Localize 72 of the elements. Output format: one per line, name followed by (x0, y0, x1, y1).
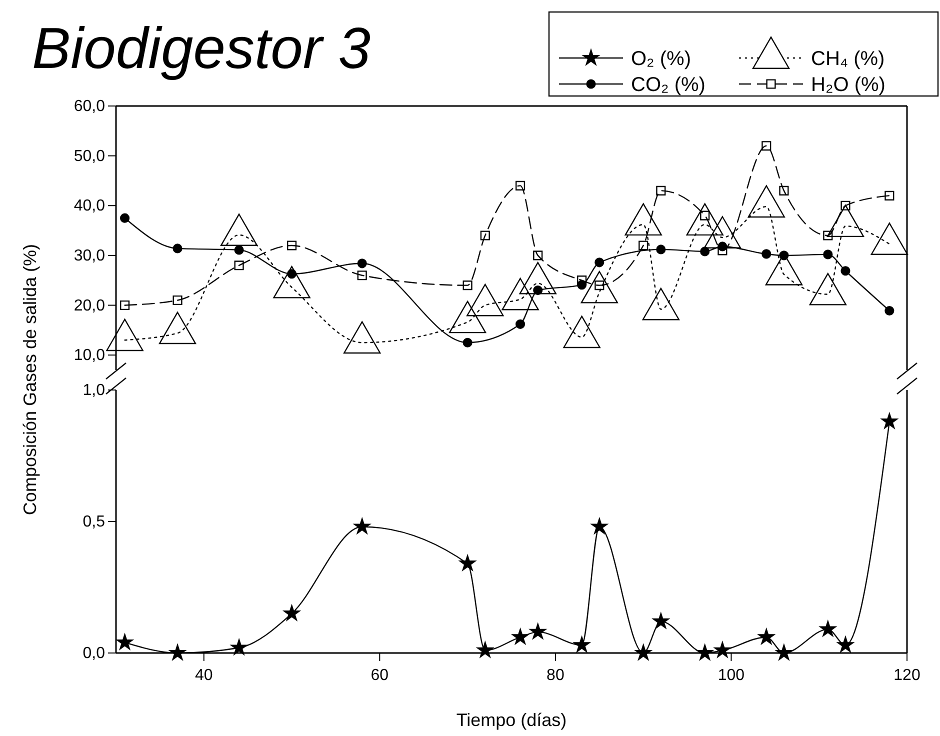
point (459, 555, 476, 571)
x-tick-label: 120 (894, 667, 920, 684)
point (172, 295, 182, 306)
point (776, 644, 792, 660)
point (477, 642, 494, 658)
x-tick-label: 80 (546, 667, 564, 684)
y-tick-label: 20,0 (74, 297, 106, 314)
chart-title: Biodigestor 3 (32, 16, 371, 81)
y-tick-label: 0,0 (82, 645, 106, 662)
x-tick-label: 40 (194, 667, 213, 684)
point (823, 230, 833, 240)
point (700, 246, 710, 256)
point (354, 518, 370, 534)
point (516, 180, 526, 190)
point (120, 213, 130, 223)
point (884, 190, 894, 200)
point (652, 612, 670, 628)
point (823, 250, 833, 260)
y-tick-label: 0,5 (82, 514, 106, 531)
point (286, 240, 297, 250)
y-tick-label: 30,0 (74, 248, 106, 265)
legend-label: O₂ (%) (631, 48, 691, 70)
point (656, 244, 666, 254)
y-tick-label: 50,0 (74, 148, 106, 165)
point (840, 266, 850, 276)
point (837, 636, 854, 652)
point (635, 644, 652, 660)
point (530, 623, 546, 639)
point (577, 276, 587, 286)
point (881, 413, 898, 429)
point (169, 644, 186, 660)
point (714, 642, 731, 658)
point (234, 260, 244, 270)
point (357, 258, 367, 268)
y-tick-label: 60,0 (74, 98, 106, 116)
point (462, 338, 472, 348)
point (779, 186, 789, 196)
point (762, 249, 772, 259)
point (696, 644, 713, 660)
point (758, 628, 774, 644)
point (284, 605, 300, 621)
point (462, 280, 472, 290)
point (840, 200, 850, 210)
point (230, 639, 248, 655)
point (820, 620, 836, 636)
point (234, 245, 244, 255)
y-tick-label: 40,0 (74, 198, 106, 215)
point (480, 230, 490, 240)
point (591, 518, 608, 534)
point (638, 240, 648, 250)
point (718, 246, 728, 256)
point (512, 628, 528, 644)
point (533, 250, 543, 260)
y-tick-label: 10,0 (74, 347, 106, 364)
point (357, 270, 367, 280)
point (656, 186, 666, 196)
point (116, 634, 133, 650)
legend-label: CO₂ (%) (631, 74, 706, 96)
legend-label: CH₄ (%) (811, 48, 885, 70)
x-tick-label: 60 (370, 667, 389, 684)
point (762, 141, 772, 151)
point (574, 636, 590, 652)
point (884, 306, 894, 316)
point (120, 300, 130, 310)
x-tick-label: 100 (718, 667, 745, 684)
x-axis-title: Tiempo (días) (456, 710, 567, 730)
point (516, 319, 526, 329)
point (594, 258, 604, 268)
y-axis-title: Composición Gases de salida (%) (20, 244, 40, 516)
point (172, 244, 182, 254)
y-tick-label: 1,0 (82, 382, 106, 400)
legend-label: H₂O (%) (811, 74, 886, 96)
